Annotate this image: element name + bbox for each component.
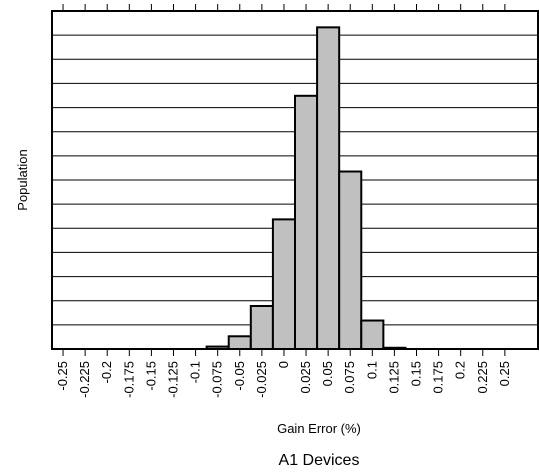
chart-title: A1 Devices	[279, 452, 360, 469]
x-tick-labels: -0.25 -0.225 -0.2 -0.175 -0.15 -0.125 -0.1 -0.0…	[55, 361, 512, 398]
x-tick-label: -0.2	[99, 361, 114, 383]
x-axis-ticks	[62, 4, 506, 356]
x-tick-label: 0.075	[342, 361, 357, 394]
x-tick-label: -0.175	[121, 361, 136, 398]
x-tick-label: 0	[276, 361, 291, 368]
x-axis-label: Gain Error (%)	[277, 421, 361, 436]
histogram-bar	[360, 319, 385, 350]
x-tick-label: 0.25	[497, 361, 512, 386]
x-tick-label: 0.225	[475, 361, 490, 394]
histogram-bars	[205, 26, 407, 351]
x-tick-label: 0.05	[320, 361, 335, 386]
x-tick-label: -0.1	[188, 361, 203, 383]
plot-frame	[51, 10, 539, 350]
x-tick-label: -0.225	[77, 361, 92, 398]
x-tick-label: -0.05	[232, 361, 247, 391]
histogram-bar	[249, 304, 274, 350]
histogram-bar	[294, 94, 319, 350]
histogram-bar	[316, 26, 341, 351]
x-tick-label: -0.25	[55, 361, 70, 391]
y-axis-label: Population	[15, 149, 30, 210]
x-tick-label: 0.2	[453, 361, 468, 379]
histogram-bar	[271, 218, 296, 350]
x-tick-label: 0.125	[386, 361, 401, 394]
x-tick-label: 0.1	[364, 361, 379, 379]
x-tick-label: -0.125	[166, 361, 181, 398]
histogram-bar	[338, 170, 363, 350]
x-tick-label: 0.15	[409, 361, 424, 386]
x-tick-label: -0.075	[210, 361, 225, 398]
histogram-bar	[227, 335, 252, 351]
x-tick-label: 0.175	[431, 361, 446, 394]
x-tick-label: 0.025	[298, 361, 313, 394]
x-tick-label: -0.15	[143, 361, 158, 391]
x-tick-label: -0.025	[254, 361, 269, 398]
